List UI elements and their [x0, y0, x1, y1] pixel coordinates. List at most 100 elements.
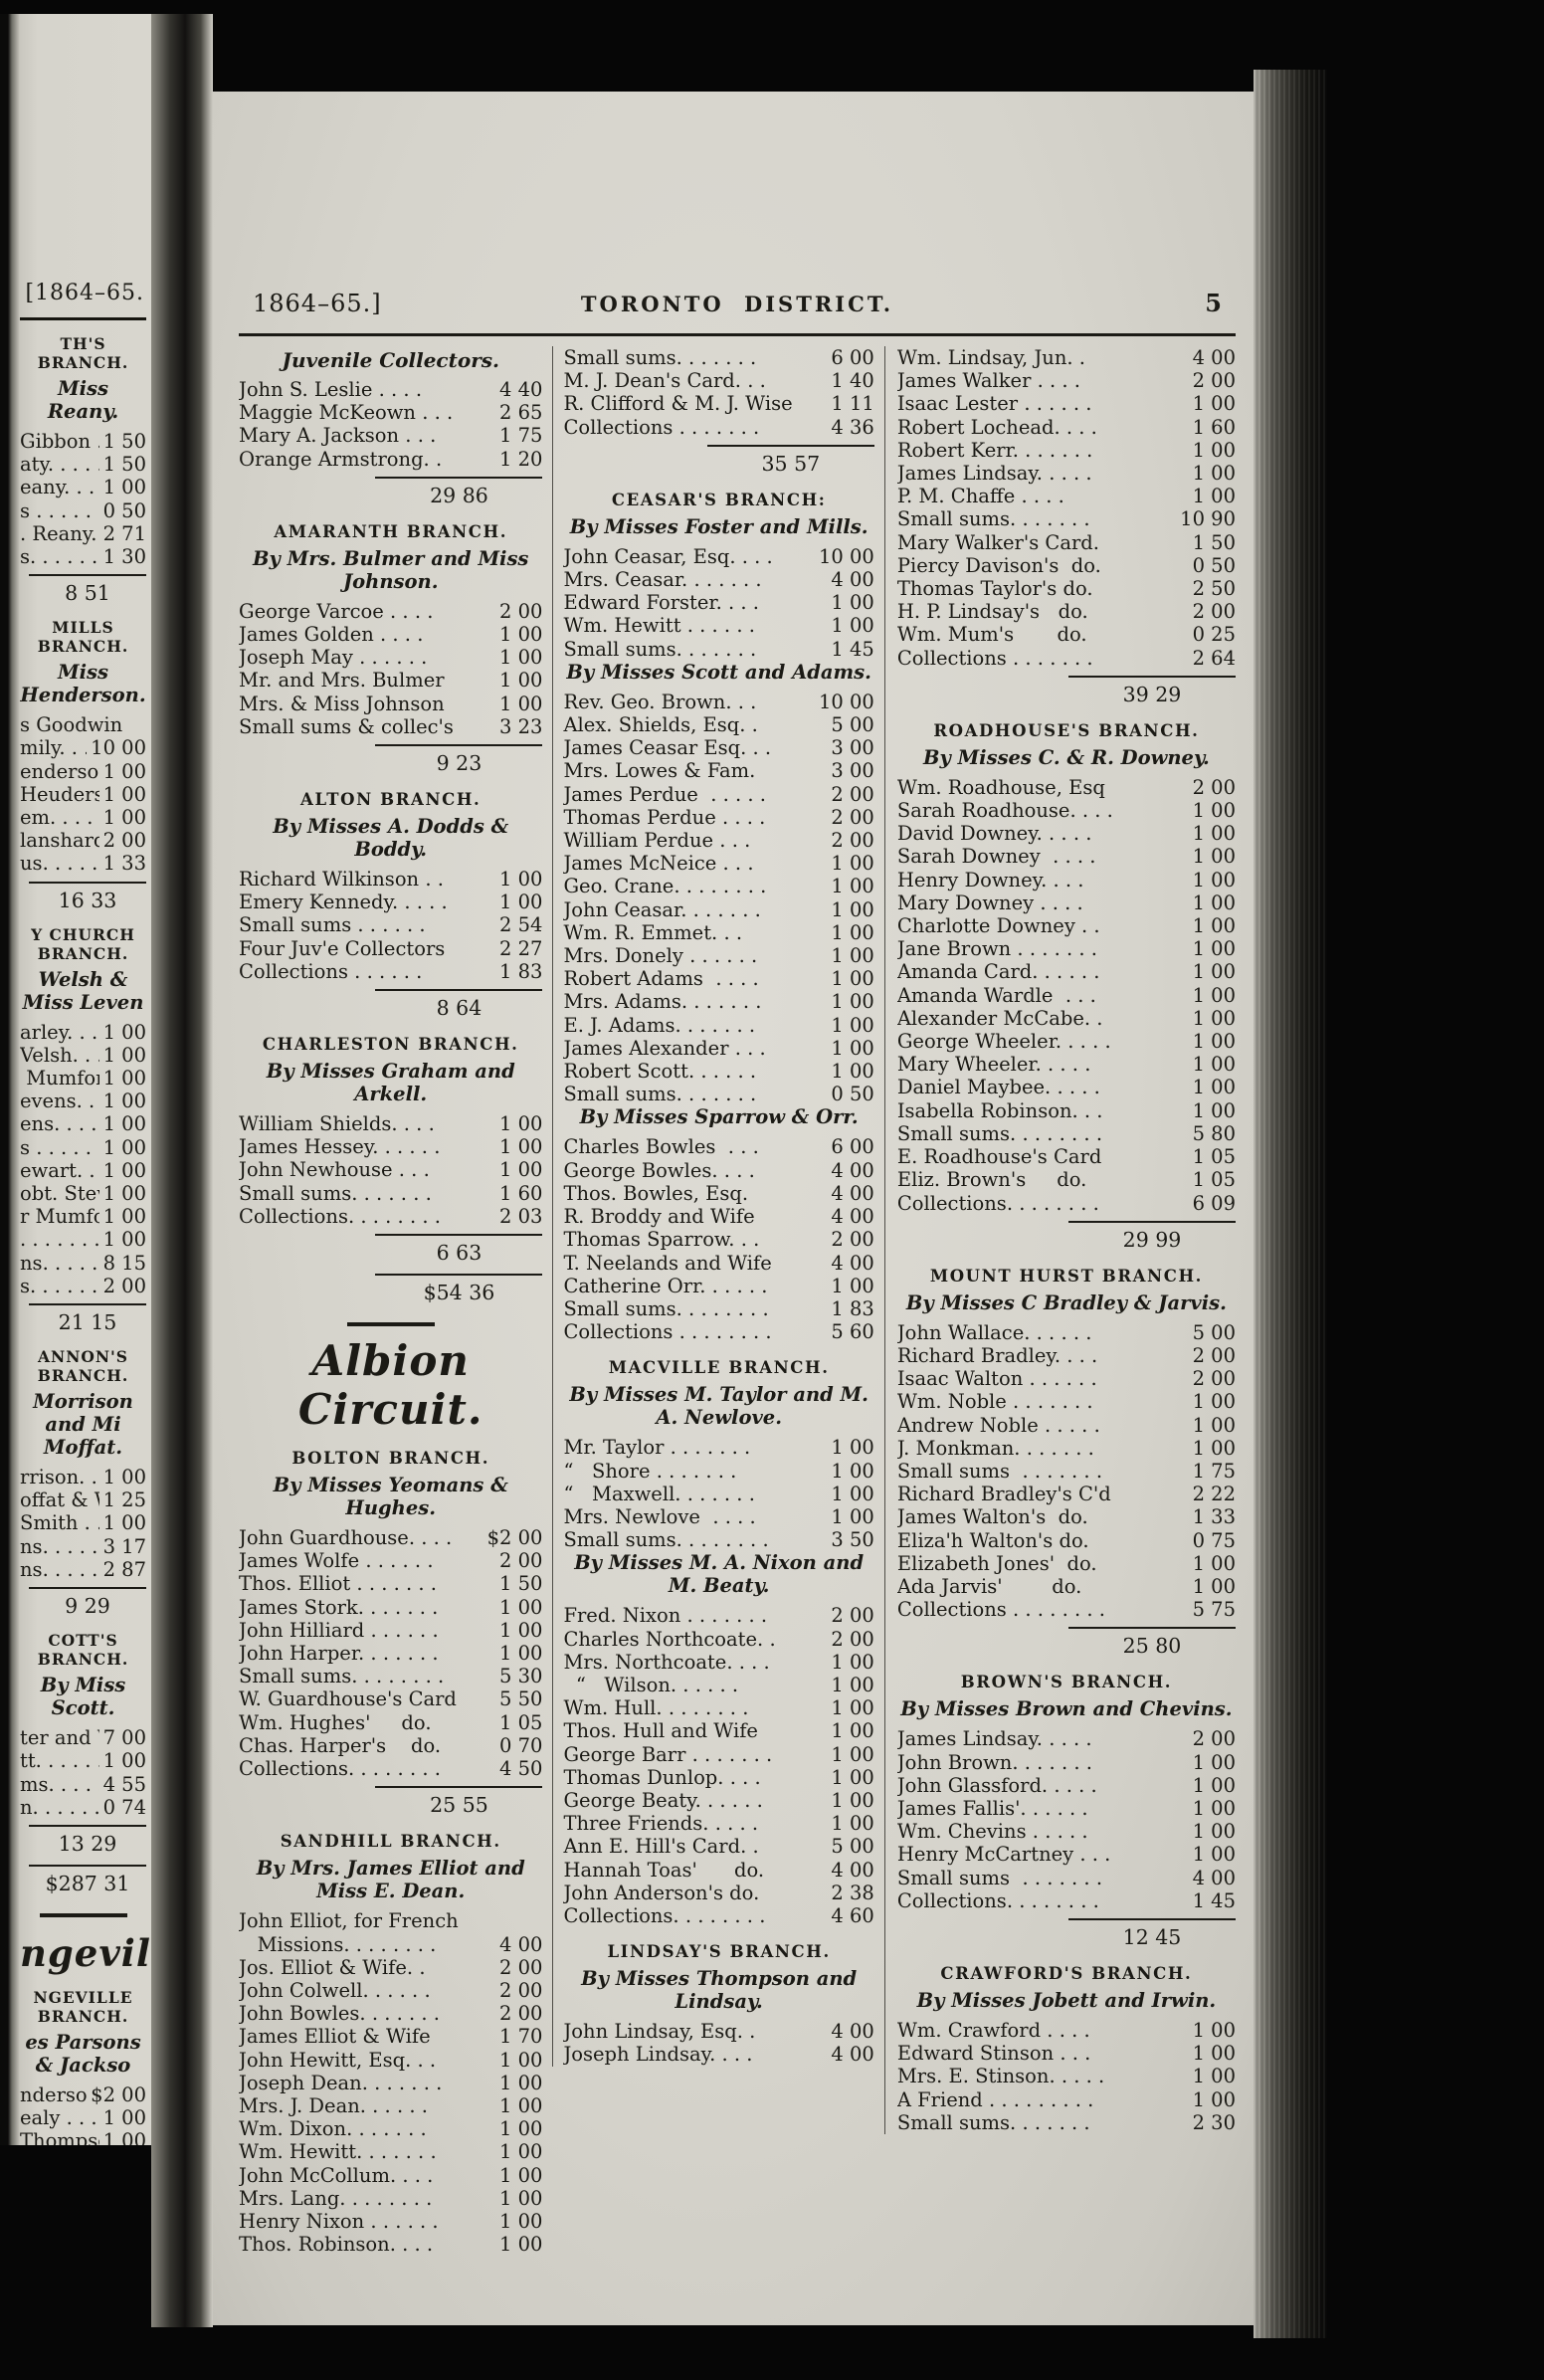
section-total: 12 45	[897, 1917, 1236, 1949]
contributor-name: Collections. . . . . . . .	[239, 1204, 441, 1228]
branch-section: CHARLESTON BRANCH. By Misses Graham and A…	[239, 1035, 543, 1304]
contributor-name: Small sums. . . . . . . .	[896, 1121, 1103, 1145]
amount-value: 1 20	[499, 447, 543, 471]
amount-value: 4 00	[831, 2043, 874, 2067]
total-value: $287 31	[29, 1864, 146, 1895]
section-total: 8 64	[239, 989, 543, 1020]
amount-value: 1 00	[102, 476, 146, 499]
contributor-name: George Wheeler. . . . .	[896, 1030, 1111, 1054]
contributor-name: Hannah Toas' do.	[563, 1858, 765, 1882]
amount-value: 1 00	[1192, 914, 1236, 938]
amount-value: 1 00	[831, 1673, 874, 1696]
ledger-row: ens. . . . . . .1 00	[20, 1112, 146, 1135]
collector-subheading: Welsh & Miss Leven	[22, 967, 144, 1014]
ledger-row: E. J. Adams. . . . . . . 1 00	[563, 1014, 873, 1037]
amount-value: 1 00	[102, 806, 146, 830]
contributor-name: Richard Bradley's C'd	[896, 1483, 1111, 1506]
ledger-row: Mrs. E. Stinson. . . . . 1 00	[897, 2065, 1236, 2087]
contributor-name: ter and Wife	[20, 1726, 99, 1750]
ledger-row: James Lindsay. . . . . 2 00	[897, 1727, 1236, 1750]
amount-value: 2 00	[831, 1604, 874, 1628]
amount-value: 1 00	[1192, 1796, 1236, 1820]
amount-value: 0 75	[1192, 1528, 1236, 1552]
branch-heading: NGEVILLE BRANCH.	[33, 1987, 133, 2026]
amount-value: 3 23	[499, 714, 543, 738]
ledger-row: Edward Stinson . . . 1 00	[897, 2042, 1236, 2065]
contributor-name: ms. . . . . . .	[20, 1772, 99, 1796]
ledger-row: Small sums. . . . . . . 1 45	[563, 638, 873, 661]
ledger-row: William Perdue . . . 2 00	[563, 829, 873, 852]
contributor-name: William Perdue . . .	[563, 829, 751, 853]
ledger-row: Joseph Lindsay. . . . 4 00	[563, 2043, 873, 2066]
ledger-row: William Shields. . . . 1 00	[239, 1112, 542, 1135]
amount-value: 0 50	[1192, 553, 1236, 577]
branch-section: ROADHOUSE'S BRANCH. By Misses C. & R. Dow…	[897, 721, 1236, 1252]
amount-value: 4 00	[831, 568, 874, 592]
ledger-row: John Bowles. . . . . . . 2 00	[239, 2002, 542, 2025]
amount-value: 1 40	[831, 369, 874, 393]
ledger-row: James Walker . . . . 2 00	[897, 369, 1236, 392]
amount-value: 1 00	[831, 897, 874, 921]
ledger-row: John Newhouse . . . 1 00	[239, 1158, 542, 1181]
amount-value: 2 30	[1192, 2110, 1236, 2134]
ledger-row: Wm. Hewitt. . . . . . . 1 00	[239, 2140, 542, 2163]
amount-value: 2 00	[499, 1549, 543, 1573]
amount-value: 1 00	[102, 1067, 146, 1091]
amount-value: 1 00	[102, 2129, 146, 2145]
collector-subheading: By Misses Foster and Mills.	[569, 514, 868, 538]
contributor-name: ns. . . . . . .	[20, 1251, 98, 1275]
ledger-row: Mary Walker's Card. 1 50	[897, 531, 1236, 554]
amount-value: 1 05	[1192, 1145, 1236, 1169]
amount-value: 3 00	[831, 736, 874, 760]
total-value: 21 15	[29, 1303, 146, 1334]
contributor-name: Gibbon . . .	[20, 430, 99, 453]
contributor-name: Chas. Harper's do.	[239, 1733, 442, 1757]
branch-heading: BOLTON BRANCH.	[291, 1449, 490, 1469]
contributor-name: Robert Adams . . . .	[563, 967, 759, 991]
ledger-row: Four Juv'e Collectors 2 27	[239, 937, 542, 960]
amount-value: 2 00	[499, 1955, 543, 1979]
contributor-name: James Hessey. . . . . .	[239, 1135, 441, 1159]
ledger-row: lanshard . .2 00	[20, 829, 146, 852]
ledger-row: ns. . . . . . .2 87	[20, 1558, 146, 1581]
ledger-row: John Harper. . . . . . . 1 00	[239, 1642, 542, 1665]
contributor-name: John S. Leslie . . . .	[239, 378, 423, 401]
contributor-name: Alex. Shields, Esq. .	[563, 713, 758, 737]
ledger-row: Charles Northcoate. . 2 00	[563, 1628, 873, 1651]
amount-value: 1 25	[102, 1488, 146, 1512]
amount-value: 2 00	[831, 1627, 874, 1651]
contributor-name: Isaac Lester . . . . . .	[896, 392, 1092, 416]
ledger-row: James McNeice . . . 1 00	[563, 852, 873, 875]
contributor-name: Wm. Hewitt . . . . . .	[563, 614, 755, 638]
amount-value: 1 00	[1192, 1030, 1236, 1054]
ledger-row: Robert Scott. . . . . . 1 00	[563, 1060, 873, 1083]
ledger-row: Wm. Chevins . . . . . 1 00	[897, 1820, 1236, 1843]
amount-value: 5 50	[499, 1687, 543, 1711]
contributor-name: Collections. . . . . . . .	[896, 1888, 1099, 1912]
amount-value: 1 00	[102, 1020, 146, 1044]
amount-value: 2 38	[831, 1881, 874, 1904]
amount-value: 7 00	[102, 1726, 146, 1750]
ledger-row: Collections. . . . . . . . 4 50	[239, 1757, 542, 1780]
contributor-name: s. . . . . . . .	[20, 545, 98, 569]
amount-value: 2 00	[1192, 1727, 1236, 1751]
amount-value: 1 00	[831, 875, 874, 898]
amount-value: 1 50	[1192, 530, 1236, 554]
contributor-name: John Bowles. . . . . . .	[239, 2002, 440, 2026]
collector-subheading: By Misses C Bradley & Jarvis.	[905, 1290, 1227, 1314]
amount-value: 1 00	[831, 1788, 874, 1812]
branch-heading: ROADHOUSE'S BRANCH.	[933, 720, 1200, 740]
ledger-row: Wm. R. Emmet. . . 1 00	[563, 921, 873, 944]
contributor-name: Henry Downey. . . .	[896, 868, 1084, 892]
branch-section: AMARANTH BRANCH. By Mrs. Bulmer and Miss …	[239, 522, 543, 775]
amount-value: 1 50	[102, 430, 146, 453]
ledger-row: tt. . . . . . . .1 00	[20, 1749, 146, 1772]
section-total: 9 29	[20, 1587, 146, 1618]
left-page-year-label: [1864–65.	[25, 281, 144, 305]
amount-value: 1 00	[1192, 2065, 1236, 2088]
amount-value: 2 00	[1192, 1367, 1236, 1391]
amount-value: 1 83	[831, 1296, 874, 1320]
amount-value: 1 00	[831, 614, 874, 638]
ledger-row: E. Roadhouse's Card 1 05	[897, 1145, 1236, 1168]
